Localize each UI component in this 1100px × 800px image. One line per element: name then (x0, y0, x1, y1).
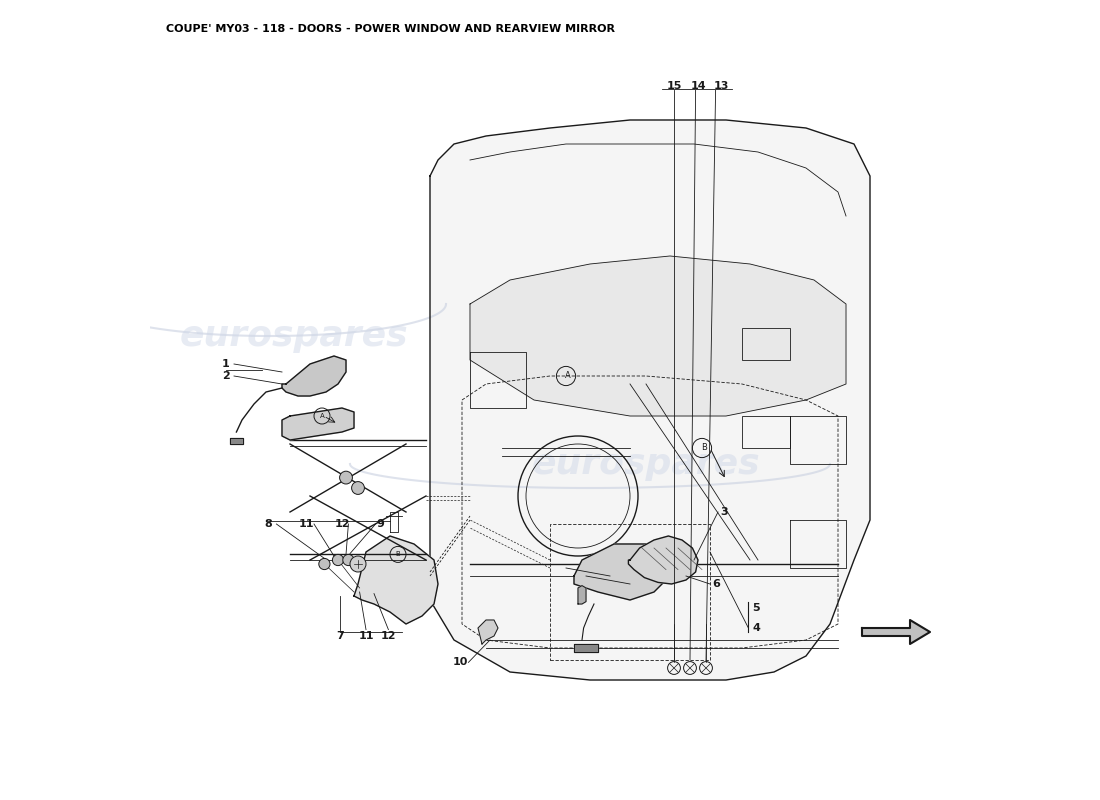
Circle shape (343, 554, 354, 566)
Polygon shape (230, 438, 243, 444)
Bar (742, 328, 790, 360)
Text: 2: 2 (222, 371, 230, 381)
Text: 6: 6 (713, 579, 721, 589)
Text: 4: 4 (752, 623, 760, 633)
Bar (742, 416, 790, 448)
Polygon shape (470, 256, 846, 416)
Circle shape (319, 558, 330, 570)
Text: B: B (396, 551, 400, 558)
Text: 5: 5 (752, 603, 760, 613)
Polygon shape (578, 586, 586, 604)
Circle shape (350, 556, 366, 572)
Text: B: B (701, 443, 706, 453)
Polygon shape (354, 536, 438, 624)
Text: 11: 11 (359, 631, 374, 641)
Text: COUPE' MY03 - 118 - DOORS - POWER WINDOW AND REARVIEW MIRROR: COUPE' MY03 - 118 - DOORS - POWER WINDOW… (166, 24, 615, 34)
Polygon shape (478, 620, 498, 644)
Text: 1: 1 (222, 359, 230, 369)
Text: 10: 10 (453, 658, 469, 667)
Text: 12: 12 (381, 631, 396, 641)
Polygon shape (282, 356, 346, 396)
Text: 14: 14 (691, 81, 706, 90)
Text: eurospares: eurospares (531, 447, 760, 481)
Polygon shape (430, 120, 870, 680)
Text: A: A (564, 371, 571, 381)
Text: eurospares: eurospares (179, 319, 408, 353)
Text: 13: 13 (714, 81, 729, 90)
Polygon shape (574, 644, 598, 652)
Circle shape (332, 554, 343, 566)
Text: 15: 15 (667, 81, 682, 90)
Text: 3: 3 (720, 507, 728, 517)
Text: 8: 8 (264, 519, 273, 529)
Circle shape (352, 482, 364, 494)
Circle shape (340, 471, 352, 484)
Polygon shape (574, 544, 670, 600)
Polygon shape (862, 620, 929, 644)
Polygon shape (282, 408, 354, 440)
Text: 7: 7 (337, 631, 344, 641)
Text: 12: 12 (334, 519, 350, 529)
Polygon shape (628, 536, 698, 584)
Text: A: A (320, 413, 324, 419)
Text: 11: 11 (298, 519, 314, 529)
Text: 9: 9 (376, 519, 384, 529)
